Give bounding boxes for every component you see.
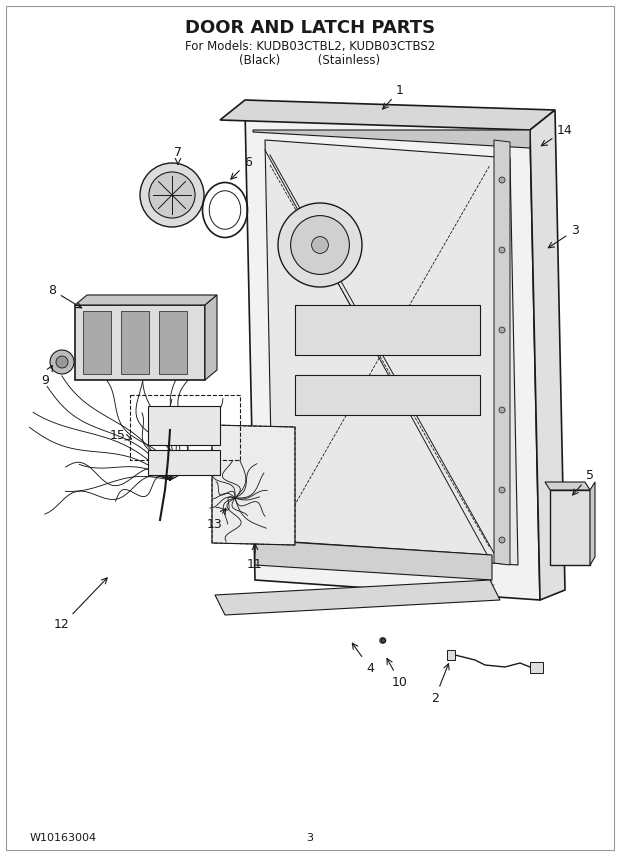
Polygon shape xyxy=(245,110,540,600)
Polygon shape xyxy=(121,311,149,374)
Circle shape xyxy=(291,216,350,275)
Text: 1: 1 xyxy=(383,84,404,109)
Text: 6: 6 xyxy=(231,156,252,179)
Circle shape xyxy=(312,236,329,253)
Circle shape xyxy=(50,350,74,374)
Text: 14: 14 xyxy=(541,123,573,146)
Text: 8: 8 xyxy=(48,283,82,308)
Text: 9: 9 xyxy=(41,366,52,387)
Polygon shape xyxy=(550,490,590,565)
Text: For Models: KUDB03CTBL2, KUDB03CTBS2: For Models: KUDB03CTBL2, KUDB03CTBS2 xyxy=(185,39,435,52)
Text: 3: 3 xyxy=(548,223,579,247)
Circle shape xyxy=(499,487,505,493)
Circle shape xyxy=(140,163,204,227)
Text: 4: 4 xyxy=(352,643,374,675)
Text: 5: 5 xyxy=(573,468,594,495)
Polygon shape xyxy=(75,295,217,305)
Polygon shape xyxy=(295,305,480,355)
Polygon shape xyxy=(447,650,455,660)
Circle shape xyxy=(149,172,195,218)
Text: 7: 7 xyxy=(174,146,182,164)
Text: 3: 3 xyxy=(306,833,314,843)
Text: DOOR AND LATCH PARTS: DOOR AND LATCH PARTS xyxy=(185,19,435,37)
Text: 12: 12 xyxy=(54,578,107,632)
Polygon shape xyxy=(148,450,220,475)
Text: 11: 11 xyxy=(247,544,263,572)
Circle shape xyxy=(499,537,505,543)
Polygon shape xyxy=(494,140,510,565)
Polygon shape xyxy=(75,305,205,380)
Polygon shape xyxy=(590,482,595,565)
Text: (Black)          (Stainless): (Black) (Stainless) xyxy=(239,54,381,67)
Circle shape xyxy=(499,327,505,333)
Polygon shape xyxy=(148,406,220,445)
Polygon shape xyxy=(255,540,492,580)
Polygon shape xyxy=(212,425,295,545)
Polygon shape xyxy=(83,311,111,374)
Polygon shape xyxy=(295,375,480,415)
Circle shape xyxy=(499,407,505,413)
Text: eReplacementParts.com: eReplacementParts.com xyxy=(238,463,382,477)
Text: 2: 2 xyxy=(431,663,449,704)
Text: 13: 13 xyxy=(207,508,226,532)
Circle shape xyxy=(278,203,362,287)
Polygon shape xyxy=(265,140,518,565)
Polygon shape xyxy=(253,130,530,148)
Polygon shape xyxy=(159,311,187,374)
Polygon shape xyxy=(545,482,590,490)
Circle shape xyxy=(56,356,68,368)
Text: 10: 10 xyxy=(387,658,408,688)
Circle shape xyxy=(499,247,505,253)
Polygon shape xyxy=(220,100,555,130)
Text: 15: 15 xyxy=(110,429,131,442)
Polygon shape xyxy=(530,662,543,673)
Polygon shape xyxy=(530,110,565,600)
Circle shape xyxy=(499,177,505,183)
Polygon shape xyxy=(215,580,500,615)
Text: W10163004: W10163004 xyxy=(30,833,97,843)
Polygon shape xyxy=(205,295,217,380)
